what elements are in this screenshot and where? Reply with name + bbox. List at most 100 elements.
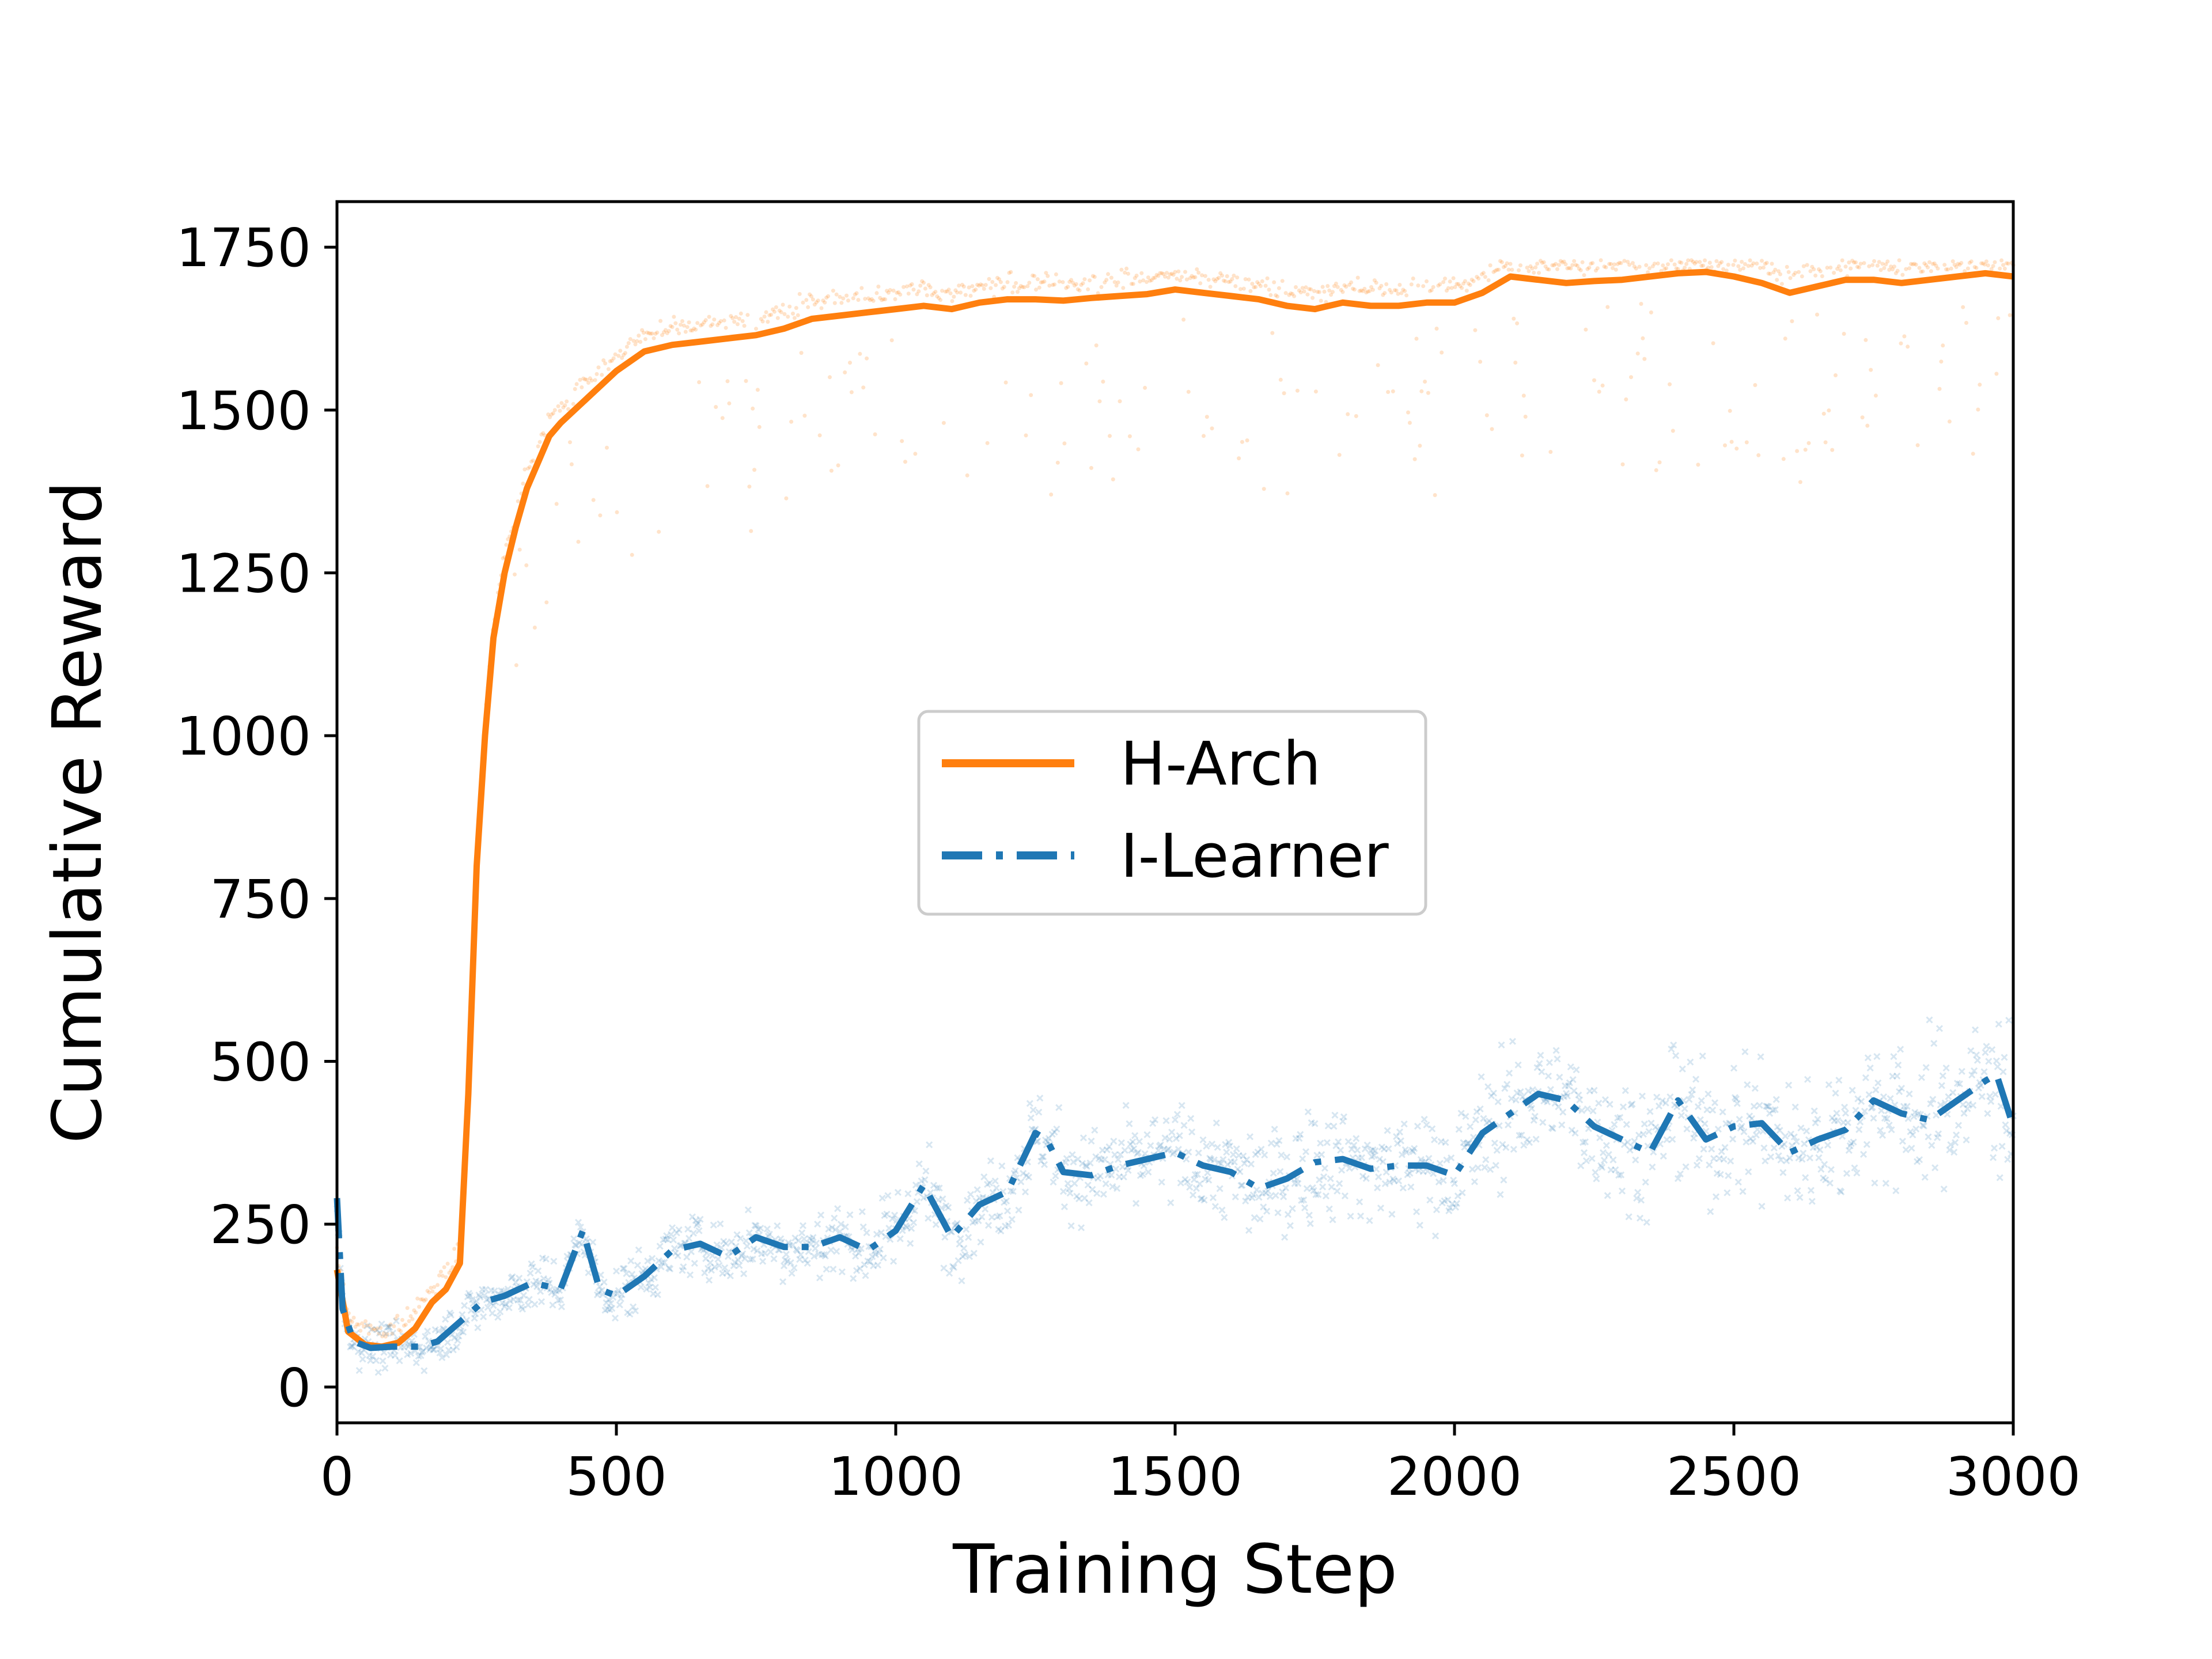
i-learner-raw-point — [1576, 1096, 1584, 1104]
h-arch-raw-point — [1698, 260, 1702, 264]
h-arch-raw-point — [1340, 290, 1345, 294]
i-learner-raw-point — [367, 1357, 374, 1364]
h-arch-raw-point — [1062, 441, 1067, 446]
h-arch-raw-point — [1932, 261, 1937, 266]
h-arch-raw-point — [1392, 288, 1397, 293]
i-learner-raw-point — [782, 1251, 790, 1258]
i-learner-raw-point — [1166, 1135, 1173, 1143]
i-learner-raw-point — [1797, 1124, 1805, 1132]
i-learner-raw-point — [1376, 1156, 1384, 1163]
i-learner-raw-point — [1906, 1090, 1913, 1098]
i-learner-raw-point — [1806, 1154, 1813, 1162]
h-arch-raw-point — [677, 331, 681, 336]
i-learner-raw-point — [1852, 1107, 1859, 1114]
h-arch-raw-point — [714, 405, 718, 409]
h-arch-raw-point — [1959, 261, 1964, 265]
h-arch-raw-point — [1248, 289, 1253, 293]
h-arch-raw-point — [444, 1275, 448, 1279]
i-learner-raw-point — [759, 1257, 767, 1265]
i-learner-raw-point — [624, 1309, 631, 1316]
i-learner-raw-point — [1317, 1139, 1324, 1147]
i-learner-raw-point — [1928, 1142, 1936, 1149]
h-arch-raw-point — [1917, 266, 1922, 270]
i-learner-raw-point — [1732, 1095, 1740, 1103]
h-arch-raw-point — [1518, 263, 1522, 268]
h-arch-raw-point — [1027, 281, 1032, 285]
h-arch-raw-point — [1922, 261, 1927, 266]
h-arch-raw-point — [1656, 261, 1660, 266]
i-learner-raw-point — [1915, 1110, 1922, 1118]
i-learner-raw-point — [1936, 1025, 1944, 1032]
i-learner-raw-point — [913, 1198, 921, 1205]
h-arch-raw-point — [729, 314, 733, 319]
i-learner-raw-point — [1025, 1173, 1032, 1181]
i-learner-raw-point — [837, 1221, 845, 1228]
i-learner-raw-point — [1622, 1087, 1629, 1094]
i-learner-raw-point — [1971, 1026, 1979, 1033]
h-arch-raw-point — [1183, 270, 1187, 274]
h-arch-raw-point — [1262, 487, 1266, 491]
i-learner-raw-point — [1223, 1149, 1230, 1156]
h-arch-raw-point — [881, 297, 886, 301]
h-arch-raw-point — [895, 290, 899, 295]
h-arch-raw-point — [1936, 266, 1940, 271]
h-arch-raw-point — [998, 280, 1003, 285]
h-arch-raw-point — [1956, 262, 1960, 266]
h-arch-raw-point — [1805, 263, 1809, 267]
i-learner-raw-point — [1750, 1103, 1758, 1110]
i-learner-raw-point — [783, 1257, 791, 1265]
h-arch-raw-point — [1245, 438, 1249, 442]
i-learner-raw-point — [1243, 1156, 1251, 1164]
i-learner-raw-point — [1283, 1153, 1291, 1161]
i-learner-raw-point — [1403, 1149, 1410, 1156]
i-learner-raw-point — [1040, 1161, 1048, 1168]
h-arch-raw-point — [1252, 285, 1256, 290]
h-arch-raw-point — [1069, 278, 1074, 282]
h-arch-raw-point — [1451, 276, 1456, 281]
i-learner-raw-point — [1612, 1166, 1619, 1173]
i-learner-raw-point — [933, 1184, 941, 1192]
h-arch-raw-point — [703, 318, 708, 323]
h-arch-raw-point — [1823, 440, 1828, 445]
h-arch-raw-point — [1213, 279, 1218, 283]
h-arch-raw-point — [1325, 284, 1330, 288]
i-learner-raw-point — [1423, 1121, 1430, 1128]
i-learner-raw-point — [1953, 1080, 1961, 1087]
i-learner-raw-point — [1939, 1072, 1946, 1080]
h-arch-raw-point — [563, 403, 567, 408]
i-learner-raw-point — [1229, 1151, 1237, 1158]
h-arch-raw-point — [1532, 270, 1536, 275]
i-learner-raw-point — [1242, 1197, 1249, 1205]
h-arch-raw-point — [1892, 264, 1896, 269]
h-arch-raw-point — [1037, 285, 1041, 290]
i-learner-raw-point — [1926, 1016, 1933, 1024]
i-learner-raw-point — [1807, 1187, 1815, 1194]
i-learner-raw-point — [1836, 1187, 1844, 1195]
h-arch-raw-point — [1031, 273, 1035, 278]
h-arch-raw-point — [1671, 429, 1675, 433]
i-learner-raw-point — [1180, 1122, 1188, 1129]
i-learner-raw-point — [1370, 1152, 1378, 1160]
h-arch-raw-point — [1438, 282, 1442, 286]
i-learner-raw-point — [956, 1240, 963, 1248]
i-learner-raw-point — [1226, 1142, 1234, 1150]
h-arch-raw-point — [506, 537, 510, 541]
i-learner-raw-point — [1132, 1200, 1140, 1207]
i-learner-raw-point — [1634, 1188, 1642, 1196]
h-arch-raw-point — [1946, 267, 1950, 272]
i-learner-raw-point — [1812, 1119, 1819, 1127]
i-learner-raw-point — [1734, 1178, 1742, 1186]
h-arch-raw-point — [738, 311, 743, 316]
i-learner-raw-point — [1692, 1075, 1700, 1083]
h-arch-raw-point — [1650, 264, 1655, 268]
i-learner-raw-point — [1897, 1085, 1906, 1092]
i-learner-raw-point — [442, 1316, 449, 1323]
i-learner-raw-point — [858, 1208, 866, 1215]
i-learner-raw-point — [537, 1287, 544, 1295]
i-learner-raw-point — [1036, 1094, 1044, 1102]
i-learner-raw-point — [347, 1343, 354, 1351]
i-learner-raw-point — [823, 1266, 830, 1273]
h-arch-raw-point — [415, 1296, 420, 1301]
i-learner-raw-point — [1338, 1166, 1346, 1174]
